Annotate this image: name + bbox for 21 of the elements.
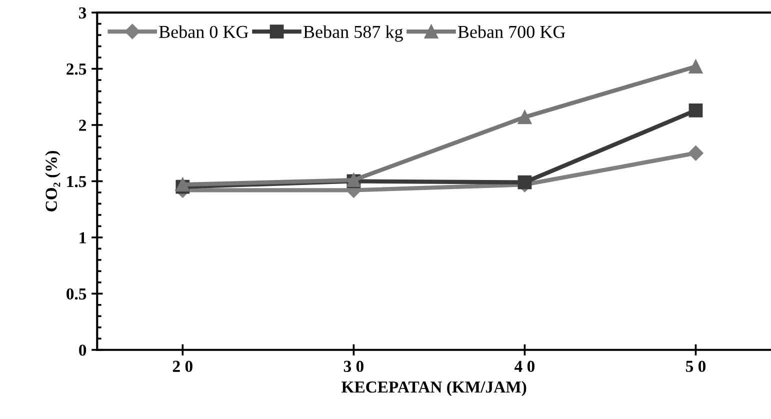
y-axis-title: CO₂ (%)	[45, 150, 60, 212]
y-tick-label: 3	[79, 7, 86, 19]
x-axis-title: KECEPATAN (KM/JAM)	[342, 380, 526, 396]
legend-label: Beban 700 KG	[458, 25, 566, 38]
y-tick-label: 2	[79, 120, 86, 131]
point	[688, 146, 704, 161]
point	[518, 110, 532, 124]
y-tick-label: 1.5	[67, 176, 86, 188]
point	[518, 175, 532, 190]
point	[688, 60, 703, 74]
x-tick-label: 4 0	[514, 360, 534, 372]
y-tick-label: 0.5	[66, 288, 86, 300]
legend-label: Beban 587 kg	[303, 25, 403, 42]
y-tick-label: 1	[80, 232, 86, 244]
point	[688, 103, 703, 118]
x-tick-label: 3 0	[344, 360, 364, 372]
legend-label: Beban 0 KG	[159, 25, 248, 38]
x-tick-label: 2 0	[172, 360, 192, 372]
y-tick-label: 2.5	[66, 64, 86, 75]
x-tick-label: 5 0	[686, 360, 706, 372]
y-tick-label: 0	[79, 344, 86, 356]
